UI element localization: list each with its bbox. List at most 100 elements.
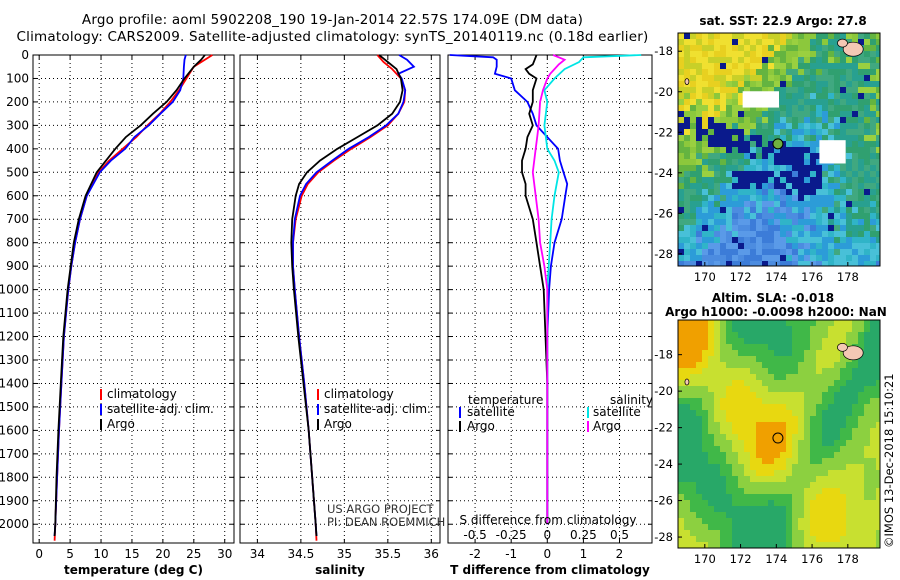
map-cell: [828, 81, 834, 87]
map-cell: [858, 243, 864, 249]
map-cell: [756, 45, 762, 51]
map-cell: [864, 386, 870, 392]
map-cell: [744, 249, 750, 255]
map-cell: [708, 159, 714, 165]
map-cell: [714, 428, 720, 434]
map-cell: [732, 69, 738, 75]
map-cell: [852, 129, 858, 135]
map-cell: [804, 332, 810, 338]
map-cell: [750, 153, 756, 159]
map-cell: [834, 464, 840, 470]
depth-tick-label: 100: [6, 71, 29, 85]
map-cell: [864, 488, 870, 494]
map-cell: [846, 422, 852, 428]
x-tick-label: 15: [124, 547, 139, 561]
map-cell: [876, 201, 880, 207]
map-lat-label: -22: [654, 125, 673, 139]
map-cell: [732, 416, 738, 422]
map-cell: [822, 123, 828, 129]
map-cell: [876, 177, 880, 183]
map-cell: [702, 398, 708, 404]
map-cell: [768, 488, 774, 494]
map-cell: [696, 338, 702, 344]
map-cell: [870, 57, 876, 63]
map-cell: [738, 147, 744, 153]
map-cell: [750, 51, 756, 57]
map-cell: [858, 536, 864, 542]
argo-location-marker: [772, 432, 784, 444]
map-cell: [684, 422, 690, 428]
map-cell: [762, 536, 768, 542]
map-cell: [798, 39, 804, 45]
map-cell: [756, 153, 762, 159]
map-cell: [810, 135, 816, 141]
map-cell: [690, 51, 696, 57]
map-cell: [702, 69, 708, 75]
map-cell: [852, 518, 858, 524]
map-cell: [702, 195, 708, 201]
map-lat-label: -18: [654, 44, 673, 58]
map-cell: [732, 482, 738, 488]
map-cell: [798, 368, 804, 374]
map-cell: [762, 530, 768, 536]
map-cell: [702, 183, 708, 189]
map-cell: [864, 219, 870, 225]
map-cell: [756, 368, 762, 374]
map-cell: [732, 207, 738, 213]
map-cell: [690, 434, 696, 440]
map-cell: [714, 344, 720, 350]
map-cell: [684, 536, 690, 542]
map-cell: [870, 428, 876, 434]
map-cell: [780, 350, 786, 356]
map-cell: [834, 243, 840, 249]
map-cell: [750, 135, 756, 141]
map-cell: [708, 213, 714, 219]
map-cell: [846, 476, 852, 482]
map-cell: [870, 99, 876, 105]
map-cell: [816, 141, 822, 147]
map-cell: [798, 380, 804, 386]
map-cell: [762, 470, 768, 476]
map-cell: [852, 440, 858, 446]
map-cell: [768, 452, 774, 458]
map-cell: [732, 410, 738, 416]
map-cell: [768, 165, 774, 171]
map-cell: [774, 494, 780, 500]
map-cell: [708, 99, 714, 105]
map-cell: [684, 177, 690, 183]
map-cell: [846, 470, 852, 476]
map-cell: [750, 57, 756, 63]
map-cell: [786, 159, 792, 165]
map-cell: [744, 362, 750, 368]
map-cell: [780, 111, 786, 117]
map-cell: [786, 332, 792, 338]
map-island: [842, 41, 864, 57]
map-cell: [702, 374, 708, 380]
map-cell: [696, 512, 702, 518]
map-cell: [774, 500, 780, 506]
map-cell: [714, 117, 720, 123]
map-cell: [822, 536, 828, 542]
map-cell: [846, 111, 852, 117]
map-cell: [762, 111, 768, 117]
map-cell: [798, 512, 804, 518]
map-cell: [756, 189, 762, 195]
map-cell: [750, 243, 756, 249]
map-cell: [726, 51, 732, 57]
map-cell: [798, 374, 804, 380]
map-cell: [702, 404, 708, 410]
map-cell: [714, 434, 720, 440]
map-cell: [810, 39, 816, 45]
map-cell: [738, 410, 744, 416]
map-cell: [720, 141, 726, 147]
map-cell: [756, 542, 762, 548]
map-cell: [690, 237, 696, 243]
map-cell: [786, 219, 792, 225]
map-cell: [828, 524, 834, 530]
map-cell: [774, 123, 780, 129]
map-cell: [846, 338, 852, 344]
map-cell: [858, 446, 864, 452]
map-cell: [708, 494, 714, 500]
map-cell: [816, 536, 822, 542]
map-cell: [858, 201, 864, 207]
